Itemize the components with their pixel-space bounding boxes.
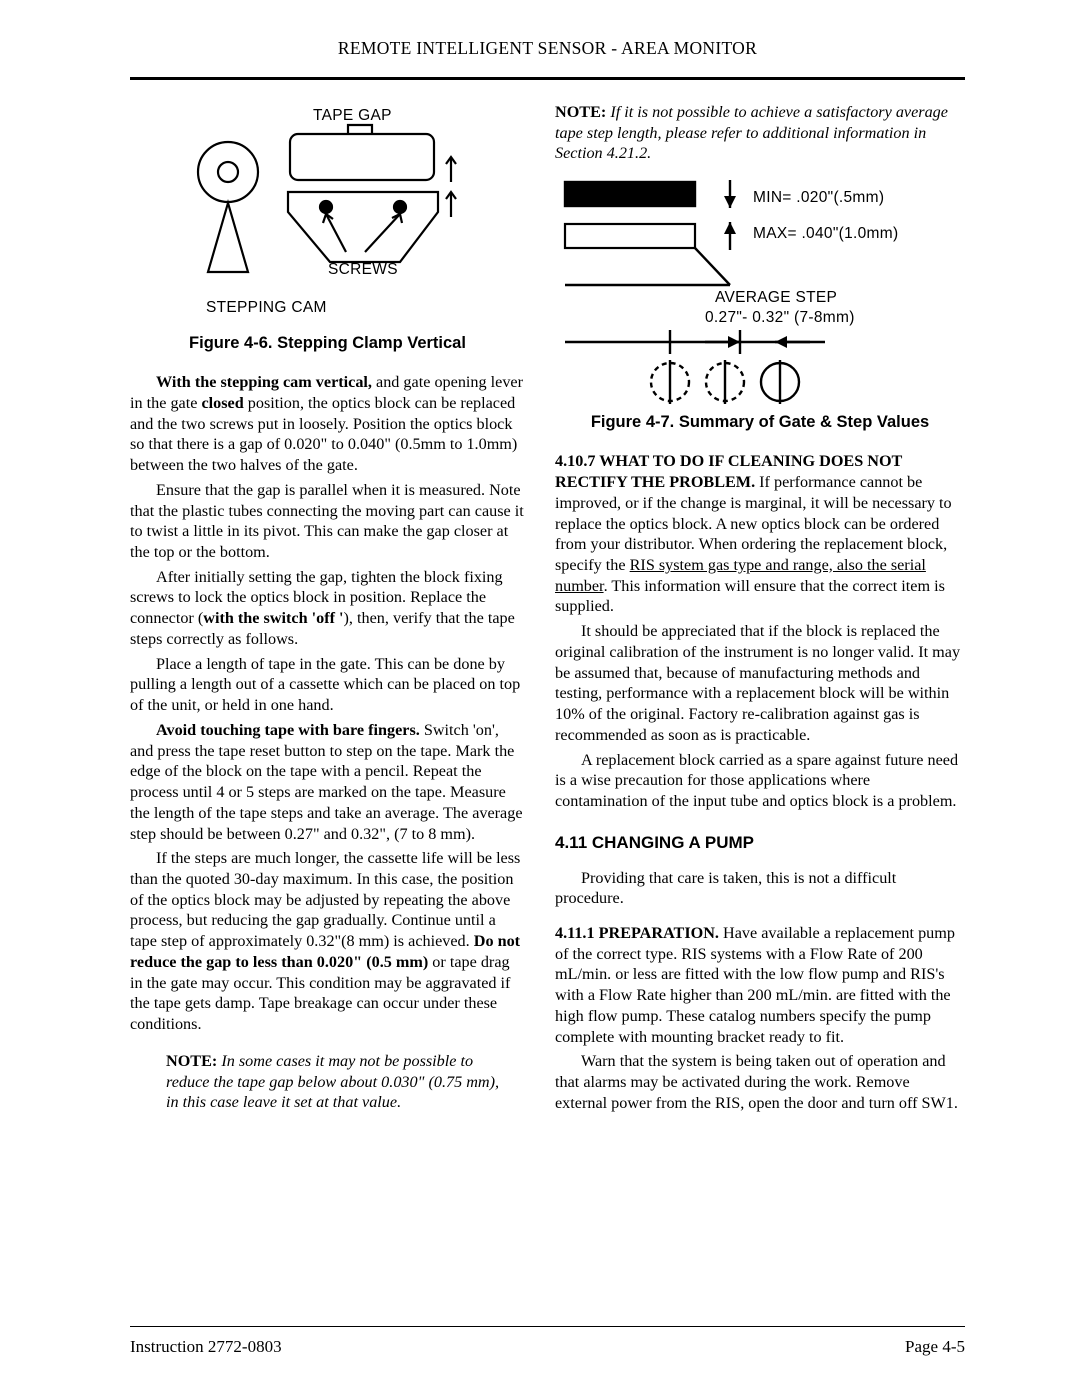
right-p2: It should be appreciated that if the blo… xyxy=(555,621,965,745)
left-p4: Place a length of tape in the gate. This… xyxy=(130,654,525,716)
figure-4-6-svg: TAPE GAP SCREWS STEPPING CAM xyxy=(168,102,488,327)
label-stepping-cam: STEPPING CAM xyxy=(206,299,327,316)
left-column: TAPE GAP SCREWS STEPPING CAM Figure 4-6.… xyxy=(130,102,525,1121)
left-p1: With the stepping cam vertical, and gate… xyxy=(130,372,525,476)
right-p3: A replacement block carried as a spare a… xyxy=(555,750,965,812)
right-4111: 4.11.1 PREPARATION. Have available a rep… xyxy=(555,923,965,1047)
footer-rule xyxy=(130,1326,965,1327)
page-header: REMOTE INTELLIGENT SENSOR - AREA MONITOR xyxy=(130,38,965,59)
label-avg1: AVERAGE STEP xyxy=(715,289,837,306)
right-411-intro: Providing that care is taken, this is no… xyxy=(555,868,965,909)
footer: Instruction 2772-0803 Page 4-5 xyxy=(130,1326,965,1357)
left-note: NOTE: In some cases it may not be possib… xyxy=(166,1051,525,1113)
label-avg2: 0.27"- 0.32" (7-8mm) xyxy=(705,309,855,326)
left-p2: Ensure that the gap is parallel when it … xyxy=(130,480,525,563)
label-screws: SCREWS xyxy=(328,261,398,278)
section-4-11-heading: 4.11 CHANGING A PUMP xyxy=(555,832,965,854)
figure-4-6-caption: Figure 4-6. Stepping Clamp Vertical xyxy=(130,333,525,354)
columns: TAPE GAP SCREWS STEPPING CAM Figure 4-6.… xyxy=(130,102,965,1121)
page: REMOTE INTELLIGENT SENSOR - AREA MONITOR xyxy=(0,0,1080,1397)
figure-4-7-caption: Figure 4-7. Summary of Gate & Step Value… xyxy=(555,412,965,433)
right-4107: 4.10.7 WHAT TO DO IF CLEANING DOES NOT R… xyxy=(555,451,965,617)
header-rule xyxy=(130,77,965,80)
figure-4-7-svg: MIN= .020"(.5mm) MAX= .040"(1.0mm) AVERA… xyxy=(555,170,965,410)
right-column: NOTE: If it is not possible to achieve a… xyxy=(555,102,965,1121)
left-p3: After initially setting the gap, tighten… xyxy=(130,567,525,650)
label-max: MAX= .040"(1.0mm) xyxy=(753,225,898,242)
label-min: MIN= .020"(.5mm) xyxy=(753,189,884,206)
label-tape-gap: TAPE GAP xyxy=(313,107,392,124)
left-p6: If the steps are much longer, the casset… xyxy=(130,848,525,1035)
footer-right: Page 4-5 xyxy=(905,1337,965,1357)
footer-left: Instruction 2772-0803 xyxy=(130,1337,282,1357)
right-note: NOTE: If it is not possible to achieve a… xyxy=(555,102,965,164)
right-last: Warn that the system is being taken out … xyxy=(555,1051,965,1113)
left-p5: Avoid touching tape with bare fingers. S… xyxy=(130,720,525,844)
